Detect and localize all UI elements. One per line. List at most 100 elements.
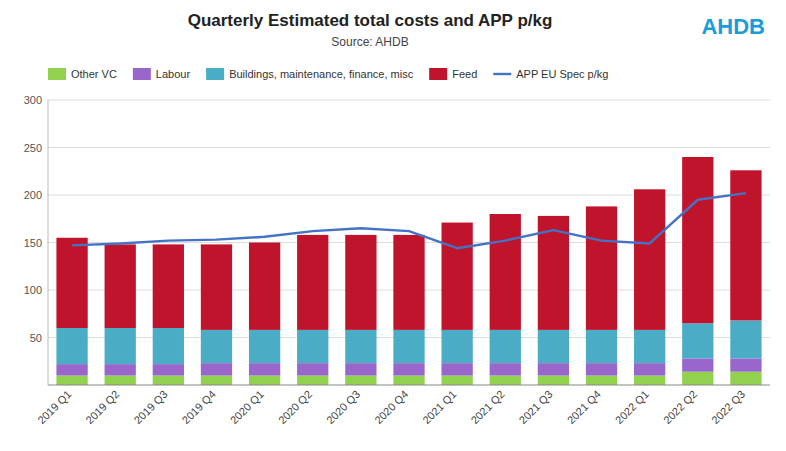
bar [682, 323, 713, 358]
bar-series [56, 157, 761, 330]
bar [682, 157, 713, 323]
bar [201, 244, 232, 330]
plot-area [56, 157, 761, 385]
legend-label: Feed [452, 68, 477, 80]
x-tick-label: 2021 Q3 [516, 388, 554, 426]
grid-line [48, 100, 770, 101]
chart: Quarterly Estimated total costs and APP … [0, 0, 786, 451]
bar [105, 364, 136, 375]
bar [538, 330, 569, 363]
x-tick-label: 2021 Q2 [468, 388, 506, 426]
bar [153, 244, 184, 328]
x-tick-label: 2019 Q2 [83, 388, 121, 426]
bar [634, 376, 665, 386]
legend-swatch [429, 68, 447, 80]
y-tick-label: 50 [30, 332, 42, 344]
y-tick-label: 300 [24, 94, 42, 106]
bar [441, 363, 472, 375]
bar [490, 330, 521, 363]
bar [441, 223, 472, 330]
bar [586, 330, 617, 363]
bar [56, 376, 87, 386]
bar [682, 358, 713, 371]
grid [48, 100, 770, 338]
bar [634, 363, 665, 375]
bar [586, 363, 617, 375]
bar [730, 358, 761, 371]
x-tick-label: 2022 Q1 [613, 388, 651, 426]
bar [297, 330, 328, 363]
legend-swatch [206, 68, 224, 80]
bar [153, 376, 184, 386]
legend-label: Other VC [71, 68, 117, 80]
bar [682, 372, 713, 385]
line [72, 193, 746, 248]
legend-label: APP EU Spec p/kg [516, 68, 608, 80]
bar [345, 363, 376, 375]
legend-swatch [133, 68, 151, 80]
bar [634, 189, 665, 330]
bar [56, 328, 87, 364]
legend-swatch [493, 73, 511, 75]
bar [490, 214, 521, 330]
bar [105, 328, 136, 364]
bar [105, 376, 136, 386]
x-axis [48, 385, 770, 386]
subtitle: Source: AHDB [331, 35, 408, 49]
bar [105, 244, 136, 328]
bar [201, 376, 232, 386]
bar [345, 330, 376, 363]
bar [153, 364, 184, 375]
x-tick-label: 2021 Q4 [565, 388, 603, 426]
bar [393, 376, 424, 386]
x-tick-label: 2020 Q1 [228, 388, 266, 426]
bar [586, 206, 617, 330]
bar [730, 170, 761, 320]
legend-label: Labour [156, 68, 191, 80]
x-tick-label: 2022 Q3 [709, 388, 747, 426]
bar [249, 376, 280, 386]
bar [393, 330, 424, 363]
grid-line [48, 147, 770, 148]
y-tick-label: 250 [24, 142, 42, 154]
bar [249, 363, 280, 375]
bar [56, 364, 87, 375]
bar [345, 235, 376, 330]
bar [441, 376, 472, 386]
y-tick-label: 100 [24, 284, 42, 296]
bar [441, 330, 472, 363]
bar [393, 363, 424, 375]
bar [538, 376, 569, 386]
bar [297, 363, 328, 375]
bar [249, 243, 280, 330]
x-tick-label: 2020 Q4 [372, 388, 410, 426]
annotation: AHDB [701, 14, 765, 39]
bar [538, 363, 569, 375]
x-tick-label: 2020 Q3 [324, 388, 362, 426]
bar [730, 372, 761, 385]
bar [153, 328, 184, 364]
legend: Other VC Labour Buildings, maintenance, fi… [48, 68, 608, 80]
bar [249, 330, 280, 363]
bar [490, 363, 521, 375]
bar [393, 235, 424, 330]
bar [345, 376, 376, 386]
x-tick-label: 2019 Q4 [180, 388, 218, 426]
x-tick-label: 2020 Q2 [276, 388, 314, 426]
bar [730, 320, 761, 358]
bar [56, 238, 87, 328]
x-tick-label: 2019 Q3 [131, 388, 169, 426]
x-tick-label: 2019 Q1 [35, 388, 73, 426]
background [0, 0, 786, 451]
legend-label: Buildings, maintenance, finance, misc [229, 68, 414, 80]
bar [586, 376, 617, 386]
bar [201, 363, 232, 375]
legend-swatch [48, 68, 66, 80]
bar [490, 376, 521, 386]
y-tick-label: 200 [24, 189, 42, 201]
bar [634, 330, 665, 363]
title: Quarterly Estimated total costs and APP … [188, 11, 553, 30]
y-axis [48, 100, 49, 385]
bar [297, 376, 328, 386]
bar [201, 330, 232, 363]
